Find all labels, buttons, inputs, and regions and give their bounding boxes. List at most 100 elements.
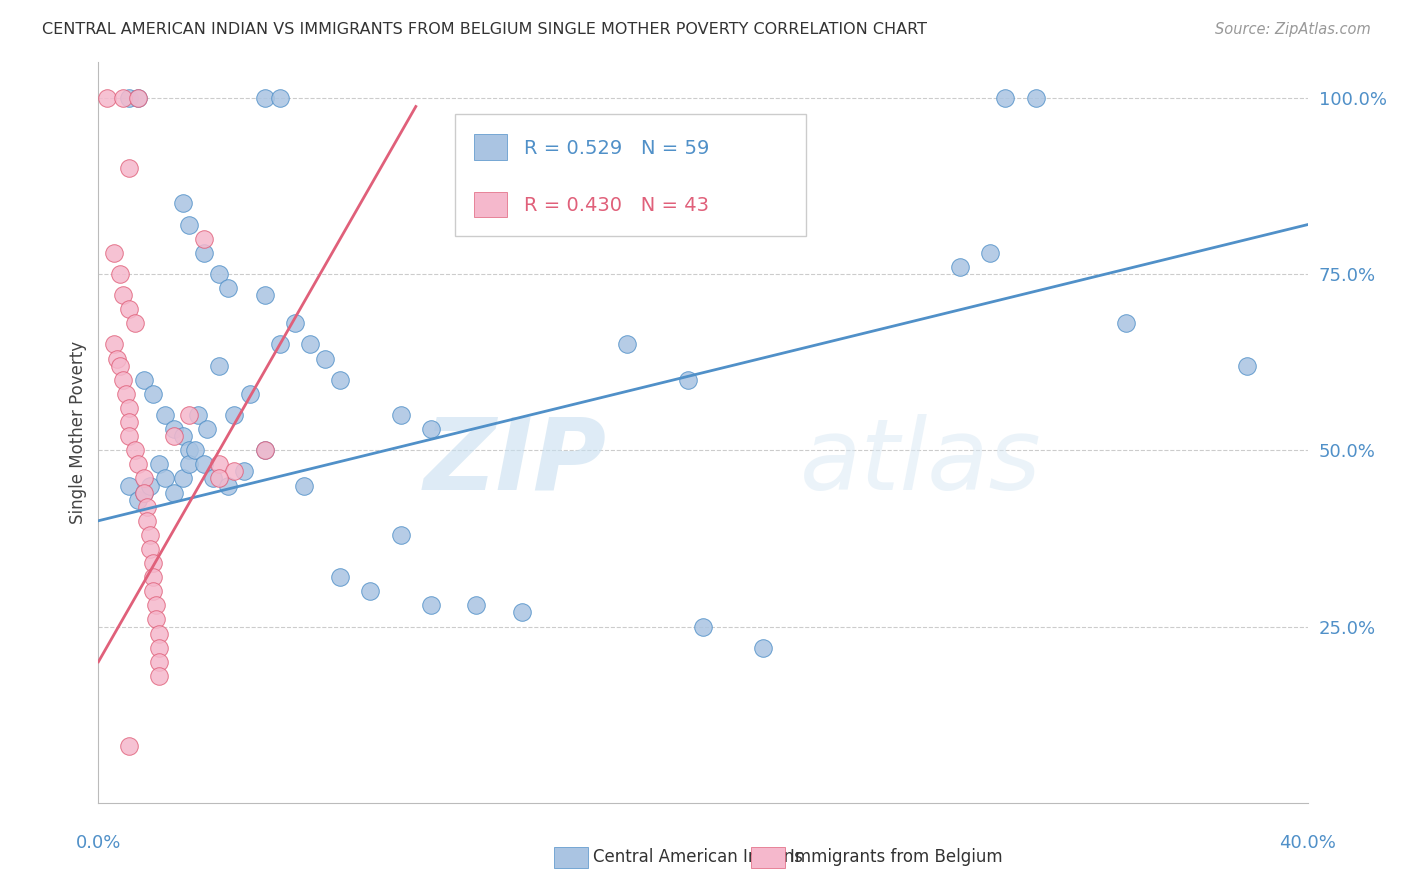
Point: [108, 359, 131, 373]
Point: [105, 351, 128, 366]
Point: [253, 443, 276, 458]
Point: [253, 91, 276, 105]
Point: [163, 485, 186, 500]
Text: 40.0%: 40.0%: [1279, 834, 1336, 852]
Point: [284, 316, 307, 330]
Point: [118, 429, 141, 443]
Point: [111, 373, 134, 387]
Point: [208, 267, 231, 281]
Point: [127, 91, 149, 105]
Text: Immigrants from Belgium: Immigrants from Belgium: [790, 848, 1002, 866]
Point: [135, 514, 157, 528]
Point: [314, 351, 336, 366]
Text: Source: ZipAtlas.com: Source: ZipAtlas.com: [1215, 22, 1371, 37]
Point: [103, 245, 125, 260]
Text: 0.0%: 0.0%: [76, 834, 121, 852]
Point: [994, 91, 1017, 105]
Point: [420, 599, 443, 613]
Point: [184, 443, 207, 458]
Point: [132, 471, 155, 485]
Point: [148, 458, 170, 472]
Point: [118, 401, 141, 415]
Point: [108, 267, 131, 281]
Point: [224, 464, 246, 478]
Point: [118, 415, 141, 429]
Point: [195, 422, 218, 436]
Point: [1236, 359, 1258, 373]
Point: [389, 408, 412, 422]
Point: [118, 91, 141, 105]
Point: [163, 429, 186, 443]
Point: [979, 245, 1001, 260]
Point: [145, 599, 167, 613]
Point: [172, 196, 194, 211]
Point: [111, 91, 134, 105]
Point: [1115, 316, 1137, 330]
Point: [172, 471, 194, 485]
Point: [179, 408, 201, 422]
Point: [179, 218, 201, 232]
Point: [132, 485, 155, 500]
Point: [142, 584, 165, 599]
Point: [208, 458, 231, 472]
Point: [193, 232, 215, 246]
Point: [329, 373, 352, 387]
Point: [172, 429, 194, 443]
Point: [193, 245, 215, 260]
Point: [118, 478, 141, 492]
Point: [127, 458, 149, 472]
Point: [145, 612, 167, 626]
Point: [132, 373, 155, 387]
Text: atlas: atlas: [800, 414, 1042, 511]
Point: [142, 570, 165, 584]
Point: [118, 739, 141, 754]
Point: [465, 599, 488, 613]
Point: [329, 570, 352, 584]
Point: [752, 640, 775, 655]
Point: [148, 669, 170, 683]
Point: [217, 478, 239, 492]
Point: [217, 281, 239, 295]
Point: [114, 387, 136, 401]
Point: [187, 408, 209, 422]
Point: [142, 387, 165, 401]
FancyBboxPatch shape: [474, 134, 508, 160]
Point: [153, 408, 176, 422]
Text: CENTRAL AMERICAN INDIAN VS IMMIGRANTS FROM BELGIUM SINGLE MOTHER POVERTY CORRELA: CENTRAL AMERICAN INDIAN VS IMMIGRANTS FR…: [42, 22, 927, 37]
Point: [676, 373, 699, 387]
Y-axis label: Single Mother Poverty: Single Mother Poverty: [69, 341, 87, 524]
Point: [124, 316, 146, 330]
Point: [153, 471, 176, 485]
Point: [239, 387, 262, 401]
Point: [389, 528, 412, 542]
Point: [132, 485, 155, 500]
Point: [96, 91, 118, 105]
FancyBboxPatch shape: [456, 114, 806, 236]
Point: [142, 556, 165, 570]
Point: [111, 288, 134, 302]
Point: [118, 302, 141, 317]
Point: [224, 408, 246, 422]
Point: [118, 161, 141, 176]
Point: [139, 478, 162, 492]
Text: Central American Indians: Central American Indians: [593, 848, 803, 866]
Point: [148, 640, 170, 655]
Point: [139, 528, 162, 542]
Point: [949, 260, 972, 274]
Point: [269, 337, 291, 351]
Point: [292, 478, 315, 492]
Point: [253, 288, 276, 302]
Point: [179, 443, 201, 458]
Point: [616, 337, 638, 351]
Point: [208, 471, 231, 485]
Point: [253, 443, 276, 458]
Point: [232, 464, 254, 478]
Point: [127, 492, 149, 507]
Point: [135, 500, 157, 514]
Point: [139, 541, 162, 556]
Point: [202, 471, 225, 485]
Point: [163, 422, 186, 436]
Text: R = 0.430   N = 43: R = 0.430 N = 43: [524, 196, 709, 216]
Point: [193, 458, 215, 472]
FancyBboxPatch shape: [474, 192, 508, 217]
